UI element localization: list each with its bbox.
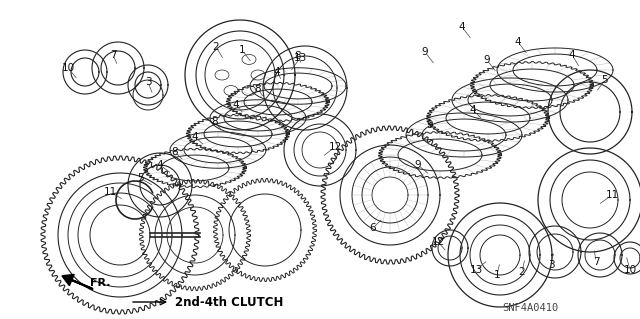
Text: 13: 13: [293, 53, 307, 63]
Text: 4: 4: [569, 50, 575, 60]
Text: 10: 10: [61, 63, 75, 73]
Text: 8: 8: [212, 117, 218, 127]
Text: 8: 8: [255, 84, 261, 94]
Text: 4: 4: [233, 100, 239, 110]
Text: 4: 4: [274, 67, 280, 77]
Text: 7: 7: [109, 50, 116, 60]
Text: 8: 8: [172, 147, 179, 157]
Text: 11: 11: [104, 187, 116, 197]
Text: 1: 1: [239, 45, 245, 55]
Text: 2: 2: [518, 267, 525, 277]
Text: SNF4A0410: SNF4A0410: [502, 303, 558, 313]
Text: 13: 13: [469, 265, 483, 275]
Text: 3: 3: [548, 260, 554, 270]
Text: 9: 9: [422, 47, 428, 57]
Text: 12: 12: [328, 142, 342, 152]
Text: 4: 4: [515, 37, 522, 47]
Text: 5: 5: [137, 173, 143, 183]
Text: 6: 6: [370, 223, 376, 233]
Text: FR.: FR.: [90, 278, 111, 288]
Text: 9: 9: [415, 160, 421, 170]
Text: 12: 12: [431, 237, 445, 247]
Text: 5: 5: [602, 75, 608, 85]
Text: 11: 11: [605, 190, 619, 200]
Text: 10: 10: [623, 265, 637, 275]
FancyArrowPatch shape: [63, 275, 93, 289]
Text: 4: 4: [157, 160, 163, 170]
Text: 8: 8: [294, 51, 301, 61]
Text: 3: 3: [145, 77, 151, 87]
Text: 9: 9: [484, 55, 490, 65]
Text: 7: 7: [593, 257, 599, 267]
Text: 2nd-4th CLUTCH: 2nd-4th CLUTCH: [175, 295, 284, 308]
Text: 2: 2: [212, 42, 220, 52]
Text: 4: 4: [459, 22, 465, 32]
Text: 9: 9: [427, 120, 433, 130]
Text: 1: 1: [493, 270, 500, 280]
Text: 4: 4: [192, 132, 198, 142]
Text: 4: 4: [470, 105, 476, 115]
